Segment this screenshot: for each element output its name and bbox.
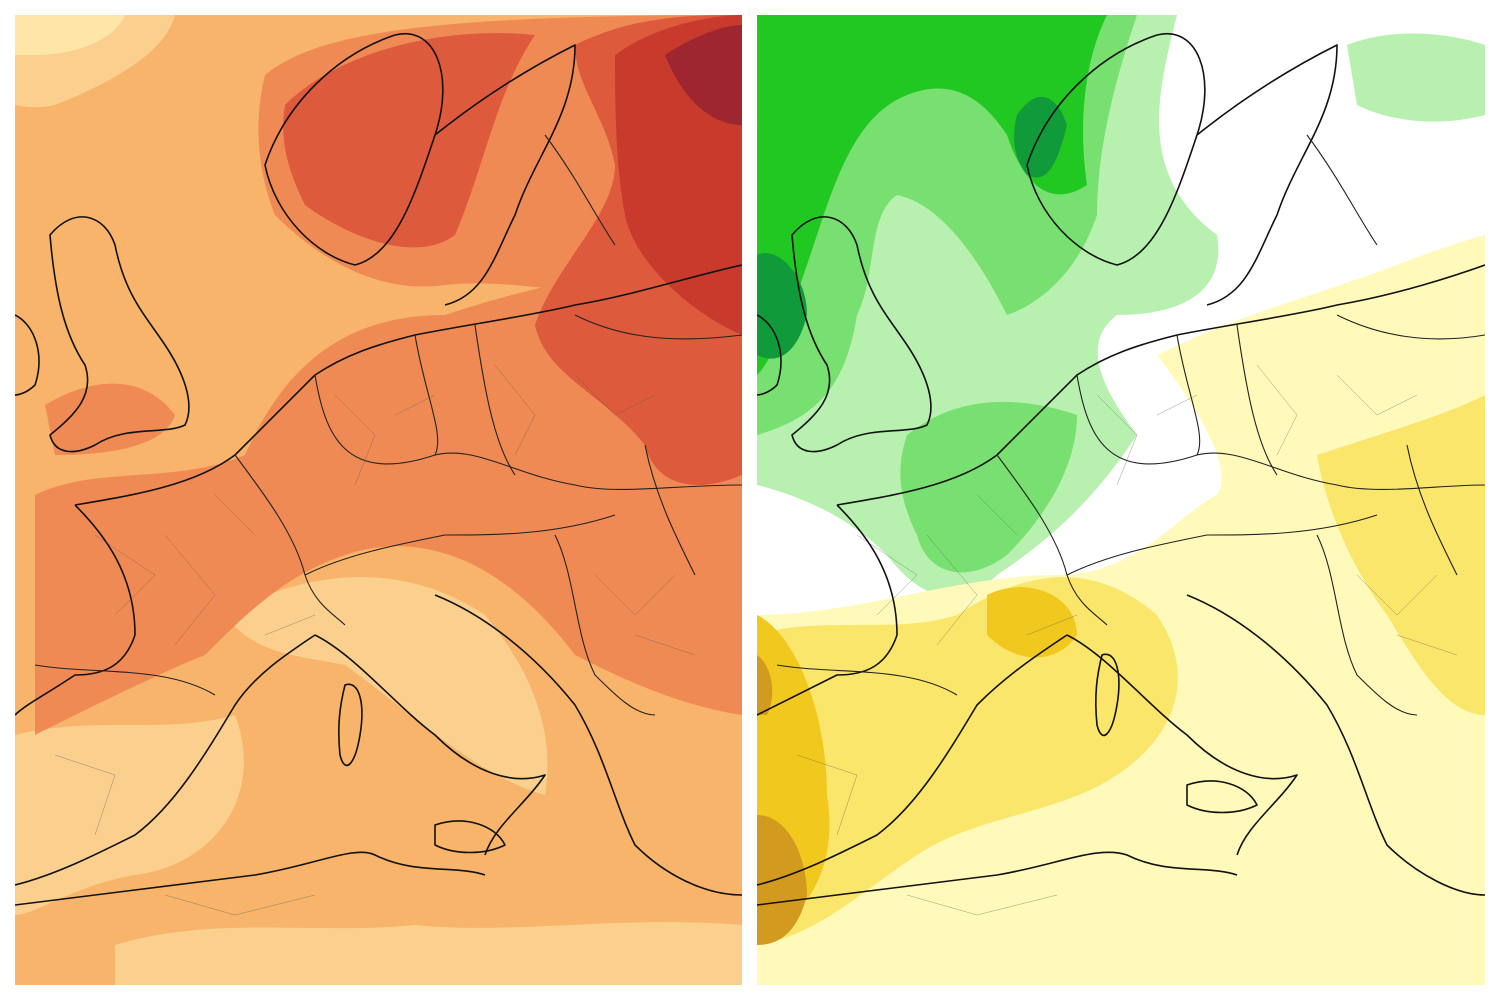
wet-zone-france bbox=[900, 401, 1077, 573]
precipitation-map-svg bbox=[757, 15, 1485, 985]
warm-zone-central bbox=[35, 255, 742, 735]
coastlines bbox=[15, 32, 742, 906]
warm-zone-uk bbox=[45, 383, 175, 455]
pale-zone-corner bbox=[15, 15, 125, 55]
temperature-map-svg bbox=[15, 15, 742, 985]
pale-zone-africa bbox=[115, 922, 742, 985]
wet-zone-darkest-ireland bbox=[757, 253, 807, 359]
dry-zone-east-mid bbox=[1317, 395, 1485, 715]
coastlines bbox=[757, 32, 1485, 906]
hottest-zone-northeast bbox=[665, 25, 742, 125]
temperature-anomaly-map bbox=[15, 15, 742, 985]
hot-zone-scandinavia bbox=[283, 33, 535, 248]
admin-boundaries bbox=[54, 364, 696, 916]
dry-zone-mid bbox=[757, 577, 1178, 945]
wet-zone-baltic bbox=[1347, 33, 1485, 122]
wet-zone-strong-northwest bbox=[757, 15, 1107, 375]
wet-zone-darkest-norway bbox=[1014, 96, 1067, 178]
country-borders bbox=[776, 134, 1485, 716]
country-borders bbox=[34, 134, 742, 716]
admin-boundaries bbox=[796, 364, 1458, 916]
precipitation-anomaly-map bbox=[757, 15, 1485, 985]
pale-zone-italy bbox=[225, 577, 548, 795]
